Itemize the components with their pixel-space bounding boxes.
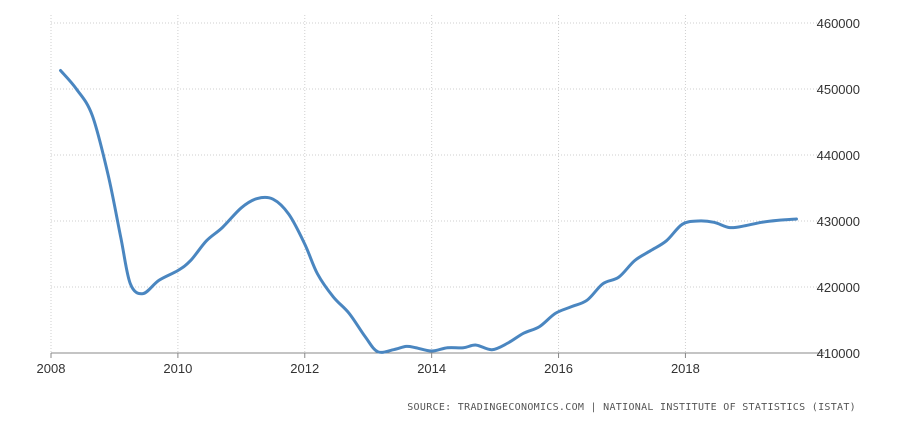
x-tick-label: 2018 <box>671 361 700 376</box>
x-tick-label: 2008 <box>37 361 66 376</box>
y-tick-label: 460000 <box>817 16 860 31</box>
y-tick-label: 410000 <box>817 346 860 361</box>
y-tick-label: 430000 <box>817 214 860 229</box>
y-tick-label: 450000 <box>817 82 860 97</box>
y-tick-label: 420000 <box>817 280 860 295</box>
series-line <box>59 69 798 354</box>
y-axis: 460000 450000 440000 430000 420000 410000 <box>817 16 860 361</box>
data-series <box>59 69 798 354</box>
x-axis: 2008 2010 2012 2014 2016 2018 <box>37 352 825 376</box>
y-tick-label: 440000 <box>817 148 860 163</box>
x-tick-label: 2014 <box>417 361 446 376</box>
x-tick-label: 2012 <box>290 361 319 376</box>
x-tick-label: 2016 <box>544 361 573 376</box>
x-tick-label: 2010 <box>163 361 192 376</box>
source-note: SOURCE: TRADINGECONOMICS.COM | NATIONAL … <box>407 402 856 413</box>
grid-lines <box>50 15 825 354</box>
